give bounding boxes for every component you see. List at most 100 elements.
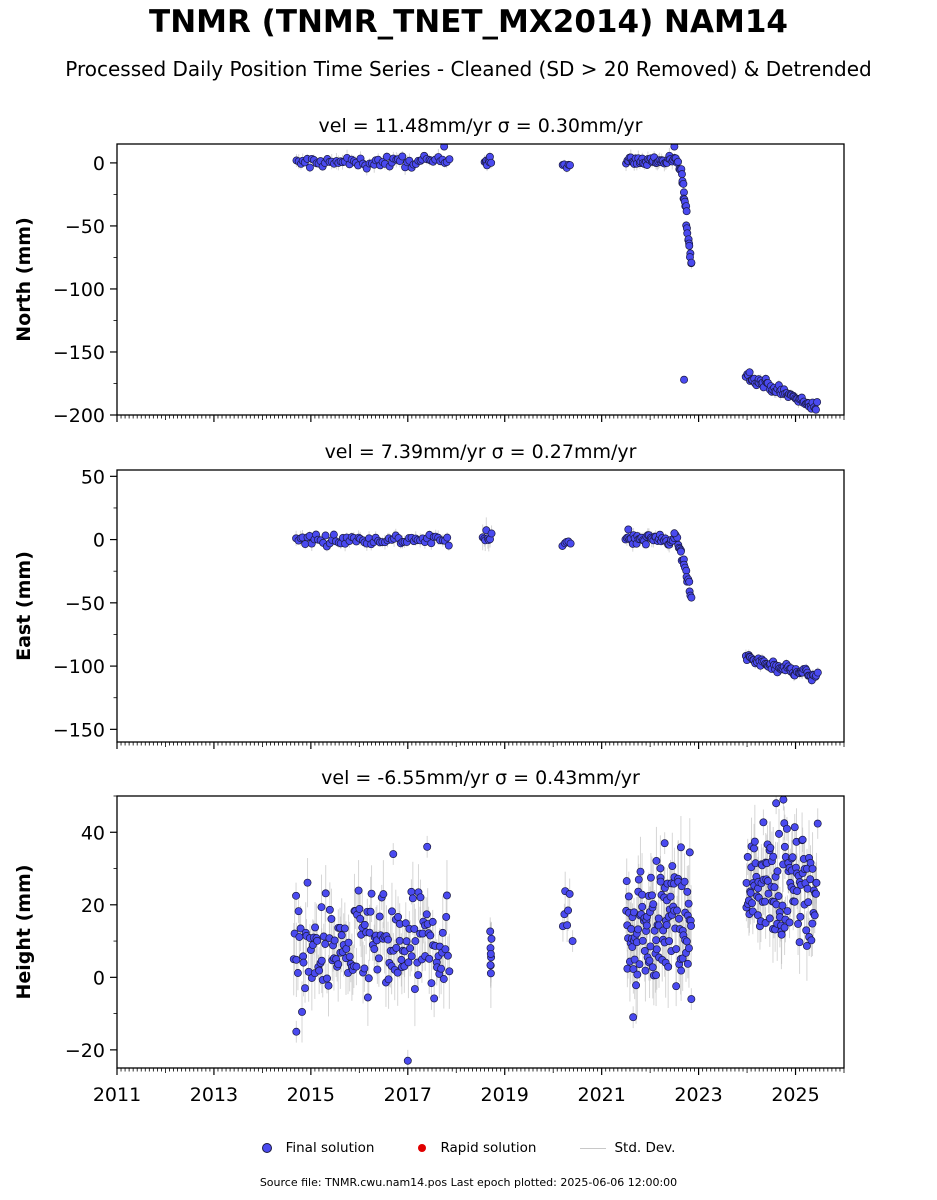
data-point	[670, 529, 679, 538]
data-point	[293, 969, 302, 977]
data-point	[321, 940, 330, 948]
x-tick-label: 2013	[190, 1084, 238, 1106]
data-point	[486, 961, 495, 970]
data-point	[638, 902, 647, 911]
data-point	[676, 843, 685, 852]
y-tick-label: 0	[93, 530, 105, 552]
data-point	[624, 892, 633, 901]
data-point	[774, 892, 783, 901]
data-point	[566, 161, 574, 170]
data-point	[656, 877, 665, 886]
data-point	[745, 368, 754, 377]
data-point	[682, 937, 691, 946]
data-point	[652, 856, 661, 865]
data-point	[654, 921, 663, 930]
y-tick-label: 20	[81, 895, 105, 917]
data-point	[334, 960, 343, 969]
data-point	[340, 924, 349, 933]
data-point	[393, 968, 402, 977]
data-point	[654, 914, 663, 923]
data-point	[666, 892, 675, 901]
data-point	[804, 898, 813, 907]
data-point	[384, 975, 393, 984]
data-point	[642, 921, 651, 930]
panel-1: −200 −150 −100 −50 0 vel = 11.48mm/yr σ = 0.3…	[13, 115, 845, 427]
data-point	[327, 914, 336, 923]
data-point	[641, 966, 650, 975]
data-point	[565, 890, 574, 898]
data-point	[764, 889, 773, 898]
data-point	[790, 823, 799, 832]
data-point	[798, 835, 807, 844]
data-point	[298, 1007, 306, 1016]
data-point	[780, 842, 789, 851]
panel-title: vel = 7.39mm/yr σ = 0.27mm/yr	[325, 441, 637, 463]
data-point	[352, 962, 361, 971]
data-point	[441, 945, 450, 954]
data-point	[354, 886, 363, 895]
data-point	[301, 984, 309, 993]
data-point	[374, 954, 383, 963]
data-point	[772, 799, 781, 808]
axes-frame	[116, 469, 845, 743]
data-point	[679, 179, 688, 188]
data-point	[806, 875, 815, 884]
data-point	[660, 839, 669, 848]
data-point	[630, 955, 639, 964]
rapid-solution-marker	[418, 1144, 427, 1152]
y-axis-label: East (mm)	[13, 551, 35, 661]
data-point	[807, 936, 816, 945]
y-tick-label: −100	[53, 279, 105, 301]
y-tick-label: 40	[81, 822, 105, 844]
data-point	[445, 155, 454, 164]
data-point	[321, 531, 330, 540]
data-point	[444, 541, 453, 550]
data-point	[813, 819, 822, 828]
data-point	[292, 955, 301, 964]
data-point	[406, 944, 415, 953]
data-point	[622, 877, 631, 886]
data-point	[802, 926, 811, 935]
data-point	[645, 956, 654, 965]
y-tick-label: 0	[93, 153, 105, 175]
x-tick-label: 2015	[287, 1084, 335, 1106]
data-point	[410, 985, 419, 994]
data-point	[675, 914, 683, 923]
data-point	[670, 144, 679, 151]
panel-3: 2011 2013 2015 2017 2019 2021 2023 2025 −20 0 20 40…	[13, 767, 845, 1106]
data-point	[292, 891, 300, 900]
data-point	[641, 540, 650, 549]
data-point	[750, 837, 759, 846]
data-point	[790, 897, 799, 906]
data-point	[373, 965, 382, 974]
data-point	[426, 931, 435, 940]
data-point	[317, 956, 326, 965]
data-point	[323, 974, 331, 983]
data-point	[410, 924, 419, 933]
data-point	[662, 921, 671, 930]
y-tick-label: −100	[53, 656, 105, 678]
data-point	[403, 1056, 412, 1065]
data-point	[743, 852, 752, 861]
data-point	[317, 903, 326, 912]
data-point	[676, 547, 685, 556]
data-point	[388, 907, 396, 916]
legend: Final solution Rapid solution Std. Dev.	[0, 1138, 937, 1158]
data-point	[325, 905, 334, 914]
data-point	[401, 919, 410, 928]
data-point	[794, 919, 803, 928]
data-point	[445, 967, 454, 976]
data-point	[356, 914, 365, 923]
data-point	[364, 974, 373, 983]
data-point	[672, 982, 681, 991]
data-point	[324, 981, 333, 990]
data-point	[672, 945, 681, 953]
data-point	[746, 889, 755, 897]
data-point	[760, 897, 769, 906]
data-point	[796, 912, 805, 921]
data-point	[404, 958, 413, 967]
data-point	[292, 1027, 301, 1036]
data-point	[566, 539, 575, 548]
data-point	[769, 852, 778, 861]
